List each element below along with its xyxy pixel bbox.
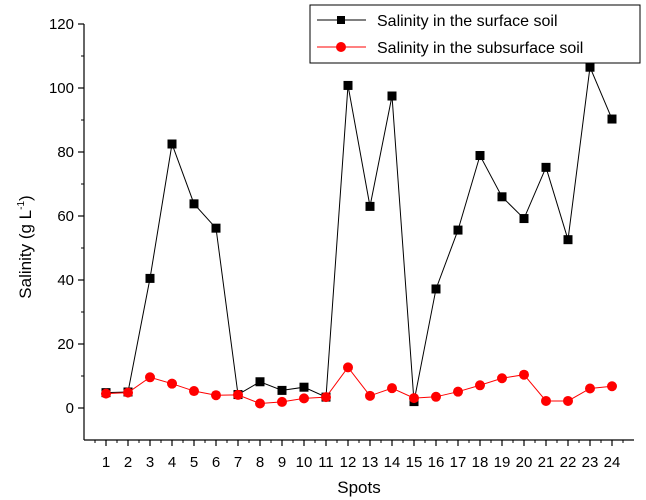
data-point-circle [431, 391, 441, 402]
x-tick-label: 21 [538, 454, 555, 471]
data-point-circle [607, 381, 617, 392]
data-point-circle [365, 390, 375, 401]
data-point-circle [189, 386, 199, 397]
y-tick-label: 80 [57, 144, 74, 161]
legend-entry-subsurface: Salinity in the subsurface soil [317, 40, 583, 57]
legend: Salinity in the surface soil Salinity in… [309, 4, 641, 64]
x-tick-label: 14 [384, 454, 401, 471]
x-tick-label: 3 [146, 454, 154, 471]
data-point-circle [409, 393, 419, 404]
x-tick-label: 8 [256, 454, 264, 471]
data-point-square [255, 377, 265, 387]
legend-entry-surface: Salinity in the surface soil [317, 13, 558, 30]
x-tick-label: 24 [604, 454, 621, 471]
data-point-square [299, 382, 309, 392]
data-point-square [145, 273, 155, 283]
x-axis-title: Spots [337, 478, 380, 497]
data-point-circle [585, 383, 595, 394]
data-point-circle [343, 362, 353, 373]
data-point-circle [299, 393, 309, 404]
x-tick-label: 1 [102, 454, 110, 471]
legend-marker-surface [337, 16, 345, 24]
data-point-square [365, 201, 375, 211]
data-point-circle [167, 378, 177, 389]
data-point-circle [519, 369, 529, 380]
legend-label-surface: Salinity in the surface soil [377, 13, 558, 30]
data-point-square [431, 284, 441, 294]
data-point-circle [321, 392, 331, 403]
y-tick-label: 120 [49, 16, 74, 33]
data-point-circle [277, 396, 287, 407]
data-point-circle [233, 389, 243, 400]
x-tick-label: 20 [516, 454, 533, 471]
x-tick-label: 6 [212, 454, 220, 471]
data-point-circle [453, 386, 463, 397]
data-point-square [585, 62, 595, 72]
series-layer [101, 62, 617, 409]
data-point-circle [387, 383, 397, 394]
x-tick-label: 4 [168, 454, 176, 471]
x-tick-label: 17 [450, 454, 467, 471]
legend-label-subsurface: Salinity in the subsurface soil [377, 40, 583, 57]
x-tick-label: 23 [582, 454, 599, 471]
x-tick-label: 22 [560, 454, 577, 471]
data-point-circle [123, 387, 133, 398]
data-point-circle [211, 390, 221, 401]
y-axis-title-main: Salinity (g L [16, 210, 35, 299]
y-axis-title: Salinity (g L-1) [16, 195, 35, 298]
x-tick-label: 7 [234, 454, 242, 471]
data-point-square [541, 162, 551, 172]
data-point-circle [145, 372, 155, 383]
data-point-square [387, 91, 397, 101]
x-tick-label: 9 [278, 454, 286, 471]
data-point-square [211, 223, 221, 233]
data-point-square [277, 385, 287, 395]
x-tick-label: 15 [406, 454, 423, 471]
y-tick-label: 20 [57, 336, 74, 353]
data-point-square [519, 214, 529, 224]
data-point-circle [475, 380, 485, 391]
data-point-square [167, 139, 177, 149]
data-point-square [497, 192, 507, 202]
data-point-circle [101, 388, 111, 399]
series-surface [101, 62, 617, 407]
x-tick-label: 2 [124, 454, 132, 471]
data-point-square [563, 235, 573, 245]
series-subsurface [101, 362, 617, 409]
x-tick-label: 16 [428, 454, 445, 471]
x-tick-label: 10 [296, 454, 313, 471]
data-point-circle [563, 395, 573, 406]
x-tick-label: 11 [318, 454, 334, 471]
data-point-circle [497, 373, 507, 384]
y-tick-label: 0 [66, 400, 74, 417]
x-tick-label: 19 [494, 454, 511, 471]
data-point-square [475, 151, 485, 161]
data-point-circle [541, 395, 551, 406]
legend-box [309, 4, 641, 64]
x-tick-label: 12 [340, 454, 357, 471]
data-point-square [607, 114, 617, 124]
data-point-square [453, 225, 463, 235]
x-tick-label: 18 [472, 454, 489, 471]
legend-marker-subsurface [336, 42, 346, 52]
y-tick-label: 40 [57, 272, 74, 289]
y-tick-label: 100 [49, 80, 74, 97]
data-point-square [343, 80, 353, 90]
y-axis-title-sup: -1 [16, 201, 27, 210]
data-point-square [189, 199, 199, 209]
x-tick-label: 13 [362, 454, 379, 471]
series-line [105, 65, 613, 402]
x-tick-label: 5 [190, 454, 198, 471]
series-line [105, 366, 613, 405]
data-point-circle [255, 398, 265, 409]
y-axis-title-close: ) [16, 195, 35, 201]
y-tick-label: 60 [57, 208, 74, 225]
